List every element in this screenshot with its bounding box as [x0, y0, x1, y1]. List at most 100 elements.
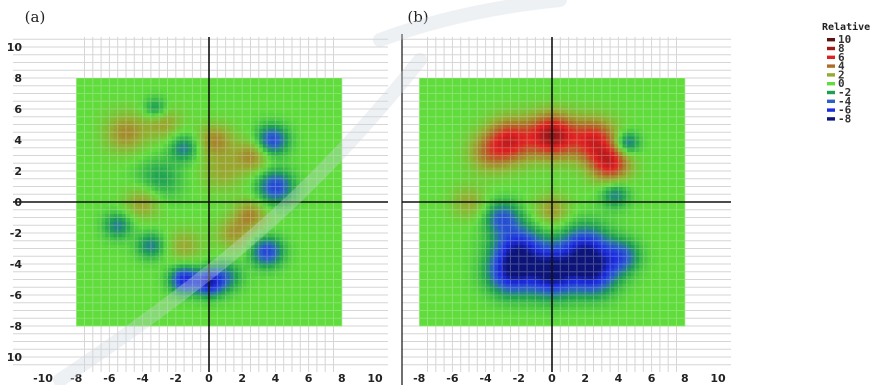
heatmap-cell [175, 233, 181, 238]
heatmap-cell [246, 171, 251, 176]
heatmap-cell [296, 159, 301, 164]
heatmap-cell [275, 229, 280, 234]
heatmap-cell [292, 287, 297, 292]
heatmap-cell [209, 225, 214, 230]
heatmap-cell [246, 236, 251, 242]
heatmap-cell [163, 147, 168, 153]
heatmap-cell [337, 147, 343, 153]
heatmap-cell [171, 128, 177, 133]
heatmap-cell [321, 279, 326, 284]
heatmap-cell [84, 283, 90, 288]
heatmap-cell [150, 132, 156, 137]
heatmap-cell [238, 198, 243, 203]
heatmap-cell [204, 310, 210, 315]
heatmap-cell [76, 209, 81, 215]
heatmap-cell [283, 194, 289, 199]
heatmap-cell [321, 236, 326, 242]
heatmap-cell [308, 112, 314, 118]
heatmap-cell [312, 78, 318, 83]
heatmap-cell [431, 198, 437, 203]
heatmap-cell [209, 322, 214, 327]
heatmap-cell [84, 275, 90, 280]
heatmap-cell [142, 221, 148, 226]
heatmap-cell [130, 128, 135, 133]
heatmap-cell [92, 279, 98, 284]
heatmap-cell [233, 120, 239, 125]
heatmap-cell [337, 260, 343, 265]
heatmap-cell [233, 147, 239, 153]
heatmap-cell [435, 186, 441, 191]
heatmap-cell [204, 132, 210, 137]
heatmap-cell [448, 97, 453, 102]
heatmap-cell [188, 236, 193, 242]
heatmap-cell [312, 271, 318, 277]
heatmap-cell [238, 171, 243, 176]
heatmap-cell [292, 93, 297, 98]
heatmap-cell [179, 260, 185, 265]
heatmap-cell [130, 132, 135, 137]
heatmap-cell [287, 252, 293, 257]
heatmap-cell [287, 190, 293, 195]
heatmap-cell [238, 240, 243, 246]
heatmap-cell [435, 314, 441, 319]
heatmap-cell [419, 233, 424, 238]
heatmap-cell [96, 147, 102, 153]
heatmap-cell [333, 132, 339, 137]
heatmap-cell [155, 128, 160, 133]
heatmap-cell [300, 310, 305, 315]
heatmap-cell [146, 271, 152, 277]
heatmap-cell [271, 132, 276, 137]
heatmap-cell [419, 264, 424, 269]
heatmap-cell [267, 194, 272, 199]
heatmap-cell [325, 244, 330, 249]
heatmap-cell [113, 225, 119, 230]
heatmap-cell [287, 298, 293, 304]
heatmap-cell [275, 240, 280, 246]
heatmap-cell [325, 89, 330, 94]
heatmap-cell [254, 233, 260, 238]
heatmap-cell [254, 140, 260, 145]
heatmap-cell [423, 202, 428, 207]
heatmap-cell [134, 264, 139, 269]
heatmap-cell [238, 256, 243, 261]
heatmap-cell [337, 252, 343, 257]
heatmap-cell [200, 132, 206, 137]
heatmap-cell [184, 314, 189, 319]
heatmap-cell [121, 190, 127, 195]
heatmap-cell [292, 298, 297, 304]
heatmap-cell [250, 143, 256, 149]
heatmap-cell [80, 256, 85, 261]
heatmap-cell [283, 205, 289, 211]
heatmap-cell [267, 217, 272, 222]
heatmap-cell [304, 143, 309, 149]
heatmap-cell [287, 202, 293, 207]
heatmap-cell [159, 97, 164, 102]
heatmap-cell [292, 198, 297, 203]
heatmap-cell [217, 279, 222, 284]
heatmap-cell [238, 97, 243, 102]
heatmap-cell [246, 101, 251, 106]
heatmap-cell [76, 147, 81, 153]
heatmap-cell [271, 194, 276, 199]
heatmap-cell [333, 81, 339, 87]
heatmap-cell [159, 140, 164, 145]
heatmap-cell [460, 283, 466, 288]
heatmap-cell [171, 291, 177, 296]
heatmap-cell [175, 89, 181, 94]
heatmap-cell [439, 209, 445, 215]
heatmap-cell [238, 267, 243, 273]
heatmap-cell [262, 147, 268, 153]
heatmap-cell [312, 163, 318, 168]
heatmap-cell [171, 318, 177, 323]
heatmap-cell [333, 147, 339, 153]
heatmap-cell [258, 116, 264, 122]
heatmap-cell [76, 167, 81, 172]
heatmap-cell [427, 275, 433, 280]
heatmap-cell [287, 209, 293, 215]
heatmap-cell [292, 229, 297, 234]
heatmap-cell [296, 85, 301, 91]
heatmap-cell [155, 233, 160, 238]
heatmap-cell [184, 109, 189, 114]
heatmap-cell [242, 233, 247, 238]
heatmap-cell [184, 202, 189, 207]
